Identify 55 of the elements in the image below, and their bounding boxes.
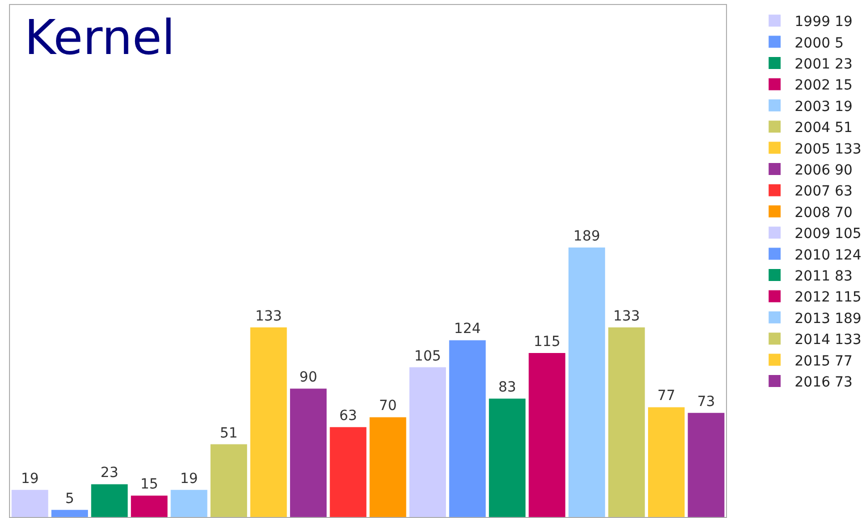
bar — [210, 444, 248, 517]
legend-label: 2006 90 — [794, 162, 853, 178]
data-label: 83 — [498, 380, 516, 396]
bar — [488, 398, 526, 517]
data-label: 19 — [180, 470, 198, 487]
data-label: 77 — [657, 388, 676, 404]
data-label: 133 — [613, 308, 640, 324]
bar — [51, 510, 88, 517]
bar — [130, 496, 168, 517]
legend-label: 2005 133 — [794, 141, 862, 158]
legend-label: 2014 133 — [794, 332, 862, 348]
data-label: 189 — [573, 228, 600, 245]
data-label: 73 — [697, 394, 716, 410]
legend-label: 2001 23 — [794, 56, 853, 72]
bar — [409, 367, 446, 517]
bar — [648, 407, 685, 517]
data-label: 90 — [299, 370, 318, 386]
data-label: 5 — [65, 490, 74, 507]
legend-label: 2003 19 — [794, 98, 853, 115]
bar — [330, 427, 366, 517]
legend-label: 2015 77 — [794, 353, 853, 370]
data-label: 115 — [534, 334, 560, 350]
legend-label: 2013 189 — [794, 310, 862, 327]
legend-label: 2008 70 — [794, 204, 853, 221]
bar — [370, 417, 406, 517]
bar — [449, 340, 486, 517]
bar — [608, 327, 645, 517]
chart-title: Kernel — [24, 10, 176, 66]
legend-label: 2010 124 — [794, 247, 862, 264]
bar — [170, 490, 208, 517]
data-label: 19 — [20, 470, 39, 487]
bar — [91, 484, 128, 517]
legend-label: 2007 63 — [794, 184, 853, 200]
data-label: 133 — [255, 308, 282, 324]
data-label: 70 — [378, 398, 397, 414]
data-label: 23 — [100, 465, 118, 482]
bar — [12, 490, 48, 517]
legend-label: 2012 115 — [794, 290, 862, 306]
bar — [688, 412, 724, 517]
legend-label: 1999 19 — [794, 14, 853, 30]
bar — [528, 353, 566, 517]
data-label: 15 — [140, 476, 158, 493]
legend-label: 2002 15 — [794, 78, 853, 94]
legend-label: 2004 51 — [794, 120, 853, 136]
legend-label: 2016 73 — [794, 374, 853, 390]
data-label: 105 — [414, 348, 442, 364]
data-label: 63 — [339, 408, 358, 424]
bar — [250, 327, 287, 517]
data-label: 124 — [454, 321, 481, 338]
bar — [290, 388, 327, 517]
legend-label: 2009 105 — [794, 226, 862, 242]
legend-label: 2011 83 — [794, 268, 853, 284]
legend-label: 2000 5 — [794, 35, 844, 52]
bar — [568, 248, 606, 517]
data-label: 51 — [220, 425, 238, 442]
